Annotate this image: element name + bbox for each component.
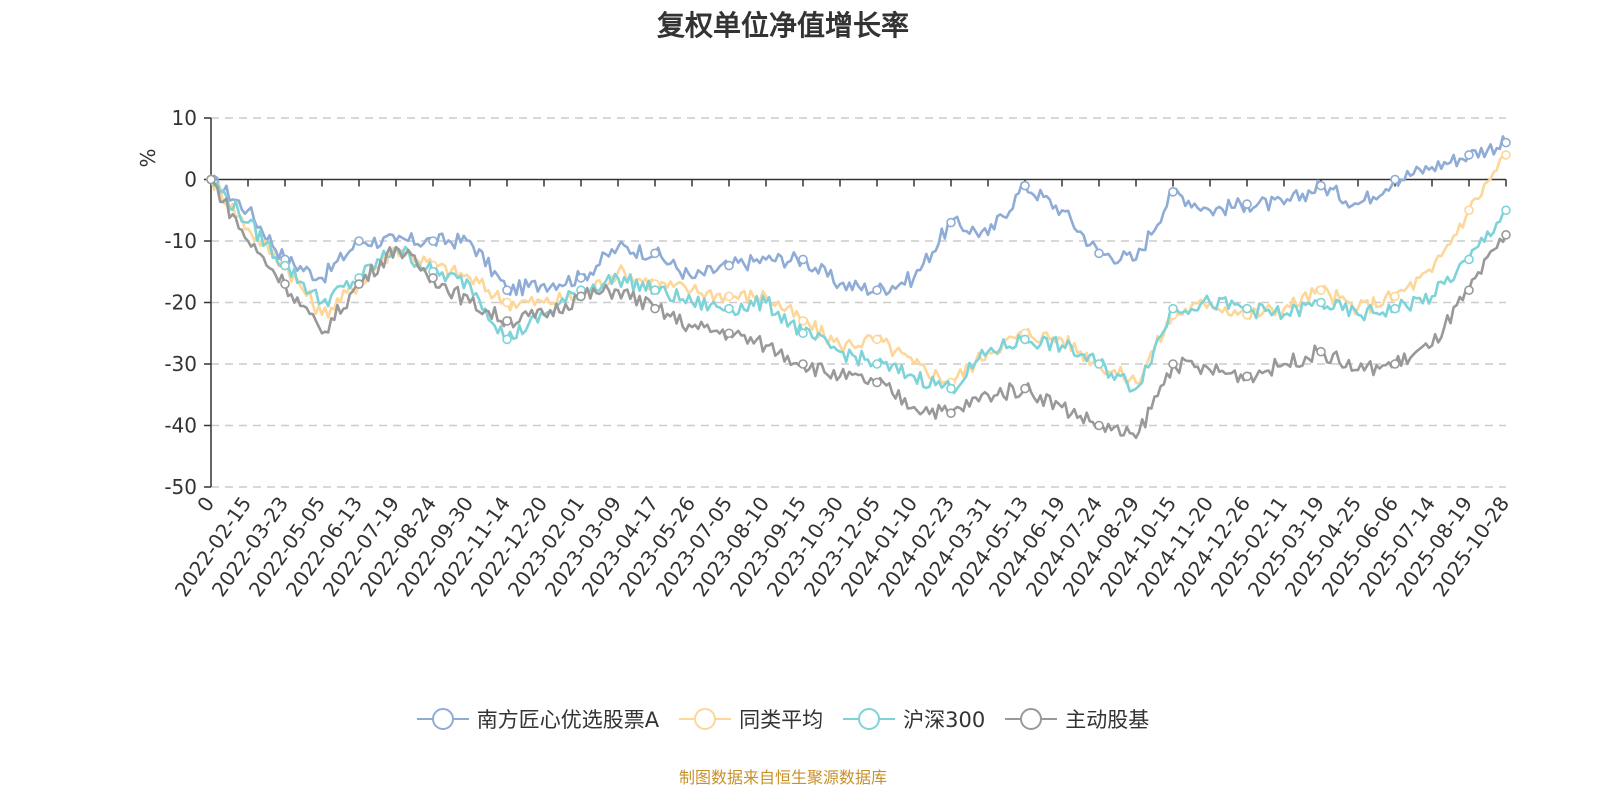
chart-title: 复权单位净值增长率 [656,9,909,42]
series-3-marker[interactable] [872,377,882,388]
legend-fund-icon [416,708,469,730]
series-0-marker[interactable] [650,248,660,259]
legend-csi300-icon [843,708,896,730]
series-1-marker[interactable] [724,291,734,302]
legend-label-fund: 南方匠心优选股票A [476,708,660,732]
series-2-marker[interactable] [1020,334,1030,345]
series-3-marker[interactable] [1020,383,1030,394]
series-0-marker[interactable] [1316,180,1326,191]
series-2-marker[interactable] [1501,205,1511,216]
series-0-marker[interactable] [428,236,438,246]
series-lines [206,135,1511,440]
legend-label-peer-average: 同类平均 [739,708,824,732]
y-tick-label: -20 [164,291,197,315]
y-tick-label: -10 [164,229,197,253]
series-3-marker[interactable] [650,303,660,314]
series-0-marker[interactable] [1020,180,1030,191]
series-2-marker[interactable] [1242,303,1252,314]
series-2-marker[interactable] [650,285,660,296]
y-tick-label: -40 [164,414,197,438]
series-2-marker[interactable] [1464,254,1474,265]
series-0-marker[interactable] [1242,199,1252,209]
series-3-marker[interactable] [946,408,956,419]
series-0-marker[interactable] [1464,150,1474,160]
series-1-marker[interactable] [1501,150,1511,160]
series-2-marker[interactable] [1168,303,1178,314]
source-note: 制图数据来自恒生聚源数据库 [678,768,887,787]
series-0-marker[interactable] [1501,137,1511,148]
series-1-marker[interactable] [1316,285,1326,296]
legend: 南方匠心优选股票A 同类平均 沪深300 主动股基 [0,704,1566,734]
series-3-marker[interactable] [1242,371,1252,382]
series-line-0 [210,135,1508,297]
series-1-marker[interactable] [1390,291,1400,302]
chart-plot: 10 0 -10 -20 -30 -40 -50 02022-02-152022-03-23… [136,106,1514,601]
series-3-marker[interactable] [1390,359,1400,369]
legend-item-active-equity[interactable]: 主动股基 [1005,704,1149,734]
series-0-marker[interactable] [1168,187,1178,197]
legend-item-peer-average[interactable]: 同类平均 [679,704,823,734]
y-tick-label: 0 [184,168,197,192]
y-tick-labels: 10 0 -10 -20 -30 -40 -50 [164,106,197,499]
series-0-marker[interactable] [798,254,808,265]
series-2-marker[interactable] [798,328,808,339]
series-2-marker[interactable] [872,359,882,369]
series-2-marker[interactable] [1390,303,1400,314]
y-tick-label: -30 [164,352,197,376]
x-tick-labels: 02022-02-152022-03-232022-05-052022-06-1… [170,492,1514,601]
series-3-marker[interactable] [724,328,734,339]
series-3-marker[interactable] [280,279,290,289]
series-3-marker[interactable] [502,316,512,326]
y-axis-unit-label: % [136,148,160,167]
series-3-marker[interactable] [428,273,438,283]
series-1-marker[interactable] [872,334,882,345]
series-0-marker[interactable] [872,285,882,296]
series-0-marker[interactable] [946,217,956,228]
series-3-marker[interactable] [1316,346,1326,357]
series-line-3 [210,178,1508,440]
legend-label-csi300: 沪深300 [903,708,986,732]
series-0-marker[interactable] [1094,248,1104,259]
series-line-1 [209,153,1507,386]
series-3-marker[interactable] [1464,285,1474,296]
series-0-marker[interactable] [576,273,586,283]
series-3-marker[interactable] [206,174,216,185]
x-tick-label: 0 [192,492,219,516]
series-0-marker[interactable] [502,285,512,296]
series-0-marker[interactable] [724,260,734,271]
series-0-marker[interactable] [1390,174,1400,185]
legend-peer-average-icon [679,708,732,730]
legend-item-csi300[interactable]: 沪深300 [843,704,985,734]
series-1-marker[interactable] [502,297,512,308]
series-3-marker[interactable] [354,279,364,289]
series-2-marker[interactable] [946,383,956,394]
series-1-marker[interactable] [1464,205,1474,216]
series-2-marker[interactable] [1094,359,1104,369]
y-tick-label: -50 [164,475,197,499]
y-tick-label: 10 [172,106,197,130]
legend-item-fund[interactable]: 南方匠心优选股票A [416,704,660,734]
series-line-2 [209,178,1507,395]
legend-label-active-equity: 主动股基 [1065,708,1150,732]
series-1-marker[interactable] [798,316,808,326]
series-3-marker[interactable] [576,291,586,302]
series-3-marker[interactable] [1501,230,1511,240]
series-2-marker[interactable] [724,303,734,314]
series-3-marker[interactable] [798,359,808,369]
series-3-marker[interactable] [1168,359,1178,369]
series-2-marker[interactable] [280,260,290,271]
series-2-marker[interactable] [1316,297,1326,308]
series-3-marker[interactable] [1094,420,1104,431]
series-2-marker[interactable] [502,334,512,345]
legend-active-equity-icon [1005,708,1058,730]
series-0-marker[interactable] [354,236,364,246]
gridlines [211,117,1506,488]
